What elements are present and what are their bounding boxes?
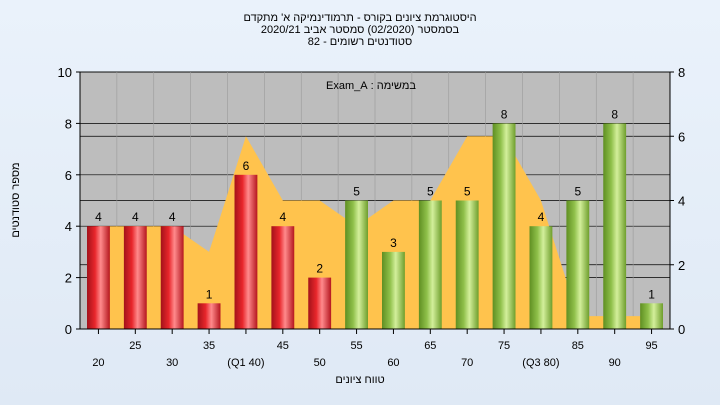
bar-value-label: 4 xyxy=(169,210,176,224)
bar-value-label: 6 xyxy=(243,159,250,173)
x-axis-label: טווח ציונים xyxy=(335,374,385,386)
bar-value-label: 5 xyxy=(427,185,434,199)
x-tick-label: 60 xyxy=(387,357,399,369)
bar-value-label: 4 xyxy=(538,210,545,224)
bar-value-label: 4 xyxy=(132,210,139,224)
x-tick-label: 90 xyxy=(609,357,621,369)
bar-value-label: 5 xyxy=(464,185,471,199)
bar-15 xyxy=(603,123,627,330)
x-tick-label: 50 xyxy=(314,357,326,369)
bar-5 xyxy=(234,174,258,329)
bar-1 xyxy=(87,226,110,329)
y-tick-label: 6 xyxy=(65,168,72,183)
bar-16 xyxy=(640,303,663,329)
y-tick-label: 10 xyxy=(58,65,72,80)
bar-8 xyxy=(345,200,368,329)
bar-13 xyxy=(529,226,553,329)
x-tick-label: 20 xyxy=(92,357,104,369)
y-tick-label: 2 xyxy=(65,271,72,286)
bar-10 xyxy=(418,200,442,329)
y-tick-label: 0 xyxy=(65,322,72,337)
y2-tick-label: 6 xyxy=(678,129,685,144)
chart-subtitle-count: סטודנטים רשומים - 82 xyxy=(307,36,413,48)
x-tick-label: 70 xyxy=(461,357,473,369)
bar-value-label: 5 xyxy=(353,185,360,199)
bar-value-label: 1 xyxy=(648,287,655,301)
y2-tick-label: 8 xyxy=(678,65,685,80)
bar-value-label: 5 xyxy=(574,185,581,199)
bar-12 xyxy=(492,123,516,330)
legend-text: במשימה : Exam_A xyxy=(326,80,416,92)
y-tick-label: 4 xyxy=(65,219,72,234)
x-tick-label: 45 xyxy=(277,340,289,352)
bar-3 xyxy=(160,226,184,329)
bar-9 xyxy=(382,251,405,329)
bar-value-label: 3 xyxy=(390,236,397,250)
bar-6 xyxy=(271,226,295,329)
y-axis-label: מספר סטודנטים xyxy=(10,162,22,238)
bar-value-label: 8 xyxy=(501,107,508,121)
bar-11 xyxy=(455,200,479,329)
y2-tick-label: 0 xyxy=(678,322,685,337)
bar-14 xyxy=(566,200,590,329)
y2-tick-label: 2 xyxy=(678,258,685,273)
bar-value-label: 8 xyxy=(611,107,618,121)
chart-title: היסטוגרמת ציונים בקורס - תרמודינמיקה א' … xyxy=(243,12,477,24)
bar-value-label: 2 xyxy=(316,262,323,276)
bar-value-label: 4 xyxy=(279,210,286,224)
bar-7 xyxy=(308,277,332,329)
x-tick-label: 85 xyxy=(572,340,584,352)
bars: 4 4 4 1 6 4 2 5 3 5 5 8 4 5 8 1 xyxy=(87,107,663,330)
x-tick-label: 30 xyxy=(166,357,178,369)
bar-value-label: 4 xyxy=(95,210,102,224)
x-tick-label: 55 xyxy=(350,340,362,352)
bar-value-label: 1 xyxy=(206,287,213,301)
y2-tick-label: 4 xyxy=(678,194,685,209)
x-tick-label: 35 xyxy=(203,340,215,352)
x-tick-label: 25 xyxy=(129,340,141,352)
x-tick-label: (Q1 40) xyxy=(227,357,264,369)
bar-2 xyxy=(123,226,147,329)
x-tick-label: 75 xyxy=(498,340,510,352)
chart-subtitle: בסמסטר (02/2020) סמסטר אביב 2020/21 xyxy=(260,24,460,36)
x-tick-label: (Q3 80) xyxy=(522,357,559,369)
x-tick-label: 95 xyxy=(645,340,657,352)
bar-4 xyxy=(197,303,221,329)
y-tick-label: 8 xyxy=(65,116,72,131)
x-tick-label: 65 xyxy=(424,340,436,352)
